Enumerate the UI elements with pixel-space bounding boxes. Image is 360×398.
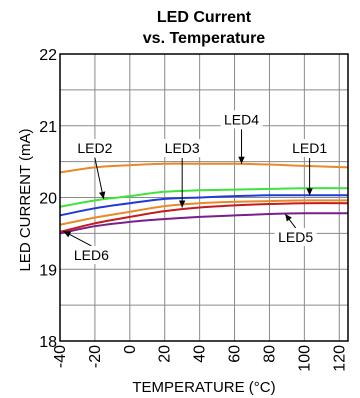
annotation-label-bg xyxy=(70,245,113,264)
x-tick-labels: -40 -20 0 20 40 60 80 100 120 xyxy=(52,345,348,372)
annotations: LED4 LED2 LED3 LED1 LED5 LED6 xyxy=(63,110,331,264)
annotation-label-bg xyxy=(220,110,263,129)
y-tick-label: 22 xyxy=(39,47,57,64)
annotation-label-led2: LED2 xyxy=(77,140,112,156)
series-line-led5 xyxy=(59,212,349,235)
y-axis-label: LED CURRENT (mA) xyxy=(17,128,34,271)
y-tick-label: 18 xyxy=(39,334,57,351)
x-tick-label: 60 xyxy=(227,345,244,363)
series-line-led6 xyxy=(59,202,349,233)
annotation-label-bg xyxy=(288,139,331,158)
annotation-label-led5: LED5 xyxy=(278,229,313,245)
annotation-label-led1: LED1 xyxy=(292,140,327,156)
annotation-arrowhead-led1 xyxy=(306,188,313,196)
series-line-led2 xyxy=(59,187,349,208)
x-tick-label: 20 xyxy=(157,345,174,363)
annotation-label-led3: LED3 xyxy=(165,140,200,156)
series-line-led4 xyxy=(59,162,349,174)
x-tick-label: 40 xyxy=(192,345,209,363)
x-tick-label: -40 xyxy=(52,345,69,368)
y-tick-label: 21 xyxy=(39,119,57,136)
y-tick-label: 20 xyxy=(39,191,57,208)
x-tick-label: 100 xyxy=(296,345,313,372)
annotation-label-bg xyxy=(274,227,317,246)
x-tick-label: 0 xyxy=(122,345,139,354)
annotation-arrowhead-led4 xyxy=(238,156,245,164)
series-line-led3 xyxy=(59,199,349,226)
annotation-arrowhead-led3 xyxy=(178,200,186,208)
chart-title-line-1: LED Current xyxy=(157,9,252,26)
annotation-label-bg xyxy=(73,139,116,158)
plot-frame xyxy=(59,53,349,342)
x-axis-label: TEMPERATURE (°C) xyxy=(132,379,275,396)
x-tick-label: 120 xyxy=(331,345,348,372)
series-line-led1 xyxy=(59,194,348,217)
x-tick-label: -20 xyxy=(87,345,104,368)
series-layer xyxy=(59,162,349,235)
x-tick-label: 80 xyxy=(261,345,278,363)
annotation-label-bg xyxy=(161,139,204,158)
annotation-arrowhead-led6 xyxy=(63,231,72,238)
annotation-arrowhead-led5 xyxy=(285,214,292,222)
y-tick-labels: 18 19 20 21 22 xyxy=(39,47,57,351)
chart-title-line-2: vs. Temperature xyxy=(143,30,266,47)
annotation-label-led4: LED4 xyxy=(224,111,259,127)
annotation-label-led6: LED6 xyxy=(74,247,109,263)
y-tick-label: 19 xyxy=(39,262,57,279)
annotation-arrowhead-led2 xyxy=(99,191,106,199)
